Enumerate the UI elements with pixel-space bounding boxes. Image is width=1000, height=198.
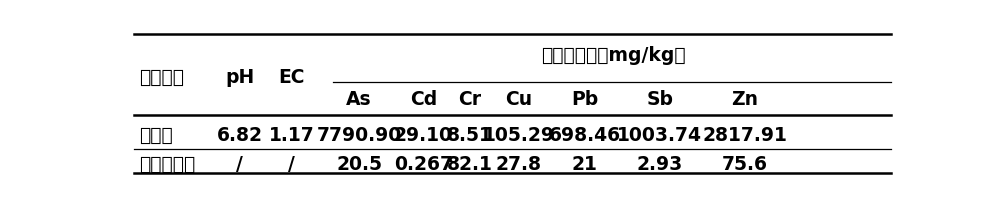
Text: EC: EC xyxy=(278,68,305,87)
Text: 重金属总量（mg/kg）: 重金属总量（mg/kg） xyxy=(541,46,686,65)
Text: Cu: Cu xyxy=(505,90,532,109)
Text: 平均值: 平均值 xyxy=(139,126,173,145)
Text: 8.51: 8.51 xyxy=(447,126,493,145)
Text: 82.1: 82.1 xyxy=(447,154,493,173)
Text: As: As xyxy=(346,90,372,109)
Text: 2.93: 2.93 xyxy=(637,154,683,173)
Text: 理化参数: 理化参数 xyxy=(139,68,184,87)
Text: /: / xyxy=(236,154,243,173)
Text: 6.82: 6.82 xyxy=(217,126,263,145)
Text: 27.8: 27.8 xyxy=(496,154,542,173)
Text: Cd: Cd xyxy=(410,90,437,109)
Text: 29.10: 29.10 xyxy=(394,126,453,145)
Text: /: / xyxy=(288,154,295,173)
Text: Zn: Zn xyxy=(732,90,759,109)
Text: Pb: Pb xyxy=(571,90,598,109)
Text: 20.5: 20.5 xyxy=(336,154,382,173)
Text: Cr: Cr xyxy=(458,90,481,109)
Text: 1003.74: 1003.74 xyxy=(617,126,702,145)
Text: 1.17: 1.17 xyxy=(269,126,314,145)
Text: 698.46: 698.46 xyxy=(549,126,621,145)
Text: 7790.90: 7790.90 xyxy=(316,126,402,145)
Text: 0.267: 0.267 xyxy=(394,154,453,173)
Text: 75.6: 75.6 xyxy=(722,154,768,173)
Text: 土壤背景值: 土壤背景值 xyxy=(139,154,195,173)
Text: pH: pH xyxy=(225,68,254,87)
Text: Sb: Sb xyxy=(646,90,673,109)
Text: 105.29: 105.29 xyxy=(483,126,555,145)
Text: 21: 21 xyxy=(572,154,598,173)
Text: 2817.91: 2817.91 xyxy=(703,126,787,145)
